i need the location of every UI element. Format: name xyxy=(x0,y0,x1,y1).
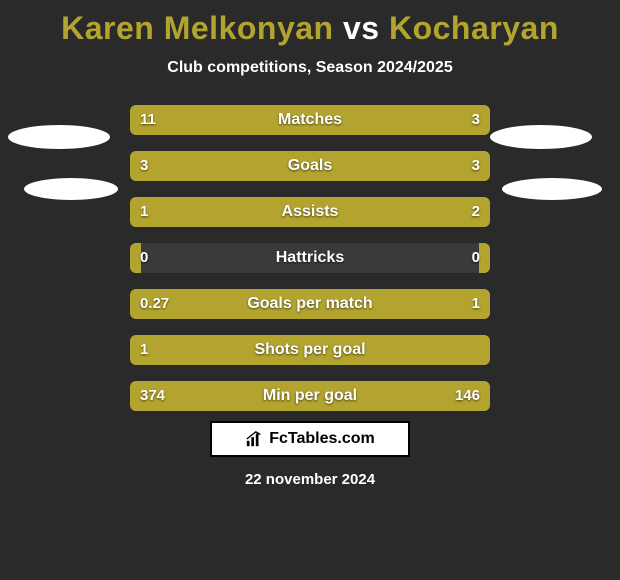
subtitle: Club competitions, Season 2024/2025 xyxy=(0,59,620,77)
stat-row: 12Assists xyxy=(130,197,490,227)
stat-label: Hattricks xyxy=(130,243,490,273)
stat-row: 0.271Goals per match xyxy=(130,289,490,319)
date-text: 22 november 2024 xyxy=(0,471,620,488)
stat-label: Shots per goal xyxy=(130,335,490,365)
infographic-root: Karen Melkonyan vs Kocharyan Club compet… xyxy=(0,0,620,580)
stat-label: Goals per match xyxy=(130,289,490,319)
stat-row: 113Matches xyxy=(130,105,490,135)
page-title: Karen Melkonyan vs Kocharyan xyxy=(0,10,620,47)
source-logo: FcTables.com xyxy=(210,421,410,457)
stat-row: 374146Min per goal xyxy=(130,381,490,411)
stat-label: Assists xyxy=(130,197,490,227)
stat-label: Matches xyxy=(130,105,490,135)
badge-placeholder xyxy=(502,178,602,200)
stat-row: 00Hattricks xyxy=(130,243,490,273)
logo-text: FcTables.com xyxy=(269,430,375,448)
stat-label: Min per goal xyxy=(130,381,490,411)
player2-name: Kocharyan xyxy=(389,10,559,46)
badge-placeholder xyxy=(8,125,110,149)
vs-text: vs xyxy=(343,10,380,46)
player1-name: Karen Melkonyan xyxy=(61,10,333,46)
stat-row: 1Shots per goal xyxy=(130,335,490,365)
badge-placeholder xyxy=(24,178,118,200)
stats-section: 113Matches 33Goals 12Assists 00Hattricks 0.2… xyxy=(0,105,620,411)
stat-label: Goals xyxy=(130,151,490,181)
chart-icon xyxy=(245,430,263,448)
badge-placeholder xyxy=(490,125,592,149)
stat-row: 33Goals xyxy=(130,151,490,181)
